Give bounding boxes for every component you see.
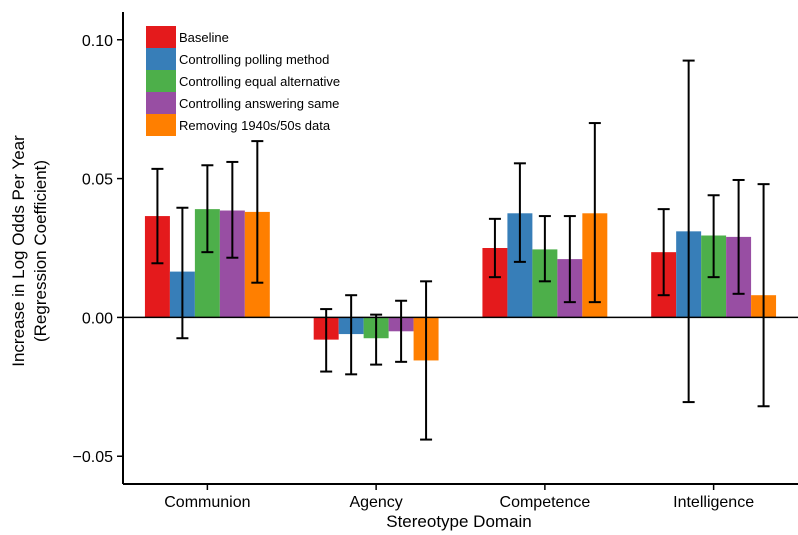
x-tick-label: Communion [164, 494, 250, 511]
legend-label: Controlling equal alternative [179, 74, 340, 89]
legend-swatch [146, 92, 176, 114]
legend-swatch [146, 114, 176, 136]
y-axis-title-line-2: (Regression Coefficient) [31, 160, 50, 342]
y-axis-title-line-1: Increase in Log Odds Per Year [9, 135, 28, 367]
axes: −0.05 0.00 0.05 0.10 Communion Agency Competen… [73, 12, 798, 511]
legend-swatch [146, 70, 176, 92]
x-tick-label: Intelligence [673, 494, 754, 511]
legend-swatch [146, 48, 176, 70]
y-tick-label: 0.05 [82, 172, 113, 189]
bar-group [144, 209, 777, 361]
legend-label: Baseline [179, 30, 229, 45]
legend-label: Removing 1940s/50s data [179, 118, 331, 133]
y-tick-label: 0.00 [82, 310, 113, 327]
legend: Baseline Controlling polling method Contro… [146, 26, 340, 136]
error-bar-group [151, 59, 770, 441]
legend-label: Controlling polling method [179, 52, 329, 67]
y-tick-label: −0.05 [73, 449, 114, 466]
legend-swatch [146, 26, 176, 48]
x-axis-title: Stereotype Domain [386, 512, 532, 531]
legend-label: Controlling answering same [179, 96, 339, 111]
x-tick-label: Agency [349, 494, 402, 511]
y-tick-label: 0.10 [82, 33, 113, 50]
x-tick-label: Competence [500, 494, 591, 511]
